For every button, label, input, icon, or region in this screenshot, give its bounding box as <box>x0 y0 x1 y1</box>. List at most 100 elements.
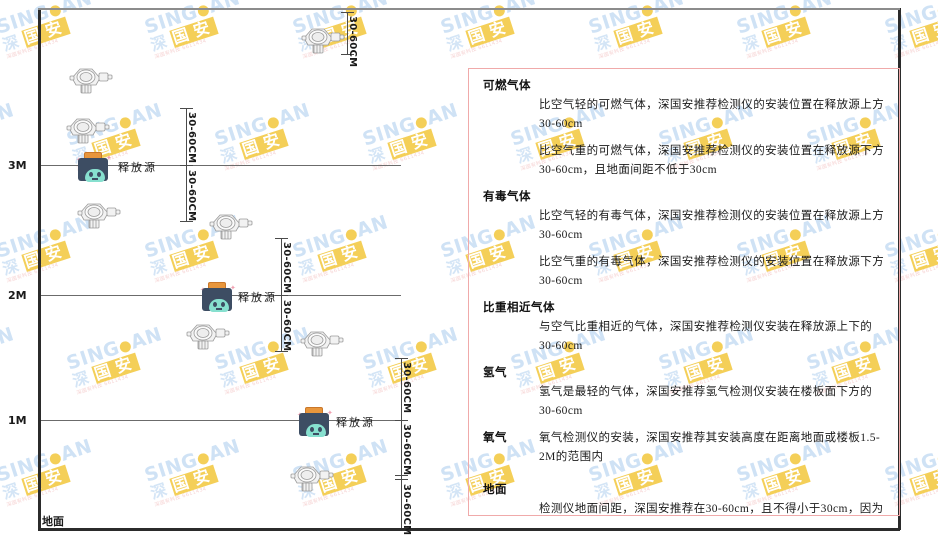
dimension-tick <box>180 221 193 222</box>
gas-detector-icon <box>287 460 335 494</box>
panel-section-body: 比空气轻的可燃气体，深国安推荐检测仪的安装位置在释放源上方30-60cm 比空气重… <box>483 96 887 180</box>
dimension-label: 30-60CM <box>401 424 412 476</box>
watermark-sub: 深国安科技 6611434 <box>745 38 800 61</box>
watermark-sub: 深国安科技 6611434 <box>75 374 130 397</box>
source-label: 释放源 <box>118 162 157 174</box>
watermark-sub: 深国安科技 6611434 <box>223 374 278 397</box>
dimension-axis <box>186 108 187 221</box>
watermark-sub: 深国安科技 6611434 <box>5 486 60 509</box>
panel-section-heading: 氧气 <box>483 432 507 444</box>
dimension-tick <box>275 295 288 296</box>
gas-release-source-icon: ✦ ✦ <box>76 152 112 182</box>
watermark-sub: 深国安科技 6611434 <box>153 38 208 61</box>
dimension-tick <box>395 358 408 359</box>
dimension-label: 30-60CM <box>401 362 412 414</box>
watermark-brand-cn: 深国安 <box>148 463 219 503</box>
panel-paragraph: 比空气轻的可燃气体，深国安推荐检测仪的安装位置在释放源上方30-60cm <box>539 99 885 130</box>
gas-detector-icon <box>297 325 345 359</box>
dimension-tick <box>395 475 408 476</box>
ground-label: 地面 <box>42 516 64 528</box>
watermark-sub: 深国安科技 6611434 <box>5 262 60 285</box>
gas-release-source-icon: ✦ ✦ <box>200 282 236 312</box>
panel-paragraph: 比空气重的可燃气体，深国安推荐检测仪的安装位置在释放源下方30-60cm，且地面… <box>539 145 885 176</box>
watermark-brand-cn: 深国安 <box>70 351 141 391</box>
source-body <box>78 158 108 182</box>
panel-section-heading: 可燃气体 <box>483 80 531 92</box>
gas-detector-icon <box>63 112 111 146</box>
dimension-label: 30-60CM <box>281 242 292 294</box>
watermark-sub: 深国安科技 6611434 <box>301 262 356 285</box>
frame-bottom-edge <box>38 528 900 531</box>
gas-release-source-icon: ✦ ✦ <box>297 407 333 437</box>
gas-detector-icon <box>74 197 122 231</box>
panel-paragraph: 氧气检测仪的安装，深国安推荐其安装高度在距离地面或楼板1.5-2M的范围内 <box>539 432 881 463</box>
panel-section: 地面检测仪地面间距，深国安推荐在30-60cm，且不得小于30cm，因为过低容易… <box>483 481 887 515</box>
watermark-brand-cn: 深国安 <box>0 463 71 503</box>
watermark-sub: 深国安科技 6611434 <box>153 262 208 285</box>
watermark-sub: 深国安科技 6611434 <box>5 38 60 61</box>
axis-label-3m: 3M <box>8 159 27 172</box>
dimension-tick <box>341 12 354 13</box>
guidelines-panel: 可燃气体 比空气轻的可燃气体，深国安推荐检测仪的安装位置在释放源上方30-60cm… <box>468 68 900 516</box>
dimension-label: 30-60CM <box>281 300 292 352</box>
panel-paragraph: 检测仪地面间距，深国安推荐在30-60cm，且不得小于30cm，因为过低容易水溅… <box>539 503 884 515</box>
dimension-axis <box>281 238 282 351</box>
gas-detector-icon <box>183 318 231 352</box>
panel-section-body: 比空气轻的有毒气体，深国安推荐检测仪的安装位置在释放源上方30-60cm 比空气重… <box>483 207 887 291</box>
panel-section-body: 检测仪地面间距，深国安推荐在30-60cm，且不得小于30cm，因为过低容易水溅… <box>483 500 887 515</box>
panel-section-heading: 地面 <box>483 484 507 496</box>
panel-paragraph: 比空气轻的有毒气体，深国安推荐检测仪的安装位置在释放源上方30-60cm <box>539 210 885 241</box>
source-body <box>202 288 232 312</box>
watermark-sub: 深国安科技 6611434 <box>449 38 504 61</box>
panel-section-body: 氢气是最轻的气体，深国安推荐氢气检测仪安装在楼板面下方的30-60cm <box>483 383 887 421</box>
axis-label-1m: 1M <box>8 414 27 427</box>
watermark-sub: 深国安科技 6611434 <box>0 354 42 397</box>
panel-section-body: 氧气检测仪的安装，深国安推荐其安装高度在距离地面或楼板1.5-2M的范围内 <box>483 429 887 467</box>
panel-section: 氧气 氧气检测仪的安装，深国安推荐其安装高度在距离地面或楼板1.5-2M的范围内 <box>483 429 887 467</box>
frame-top-edge <box>38 8 900 10</box>
source-face <box>85 169 105 182</box>
dimension-tick <box>180 165 193 166</box>
gas-detector-icon <box>66 62 114 96</box>
source-face <box>306 424 326 437</box>
watermark-brand-cn: 深国安 <box>366 127 437 167</box>
panel-section: 有毒气体 比空气轻的有毒气体，深国安推荐检测仪的安装位置在释放源上方30-60cm… <box>483 188 887 291</box>
gas-detector-icon <box>298 22 346 56</box>
axis-label-2m: 2M <box>8 289 27 302</box>
level-line-3m <box>41 165 401 166</box>
source-label: 释放源 <box>336 417 375 429</box>
dimension-axis <box>401 358 402 528</box>
panel-section-body: 与空气比重相近的气体，深国安推荐检测仪安装在释放源上下的30-60cm <box>483 318 887 356</box>
source-label: 释放源 <box>238 292 277 304</box>
watermark-brand-cn: 深国安 <box>366 351 437 391</box>
dimension-tick <box>275 238 288 239</box>
panel-section-heading: 比重相近气体 <box>483 302 555 314</box>
watermark-brand-cn: 深国安 <box>296 239 367 279</box>
dimension-label: 30-60CM <box>186 170 197 222</box>
watermark-sub: 深国安科技 6611434 <box>597 38 652 61</box>
watermark-sub: 深国安科技 6611434 <box>223 150 278 173</box>
level-line-1m <box>41 420 401 421</box>
